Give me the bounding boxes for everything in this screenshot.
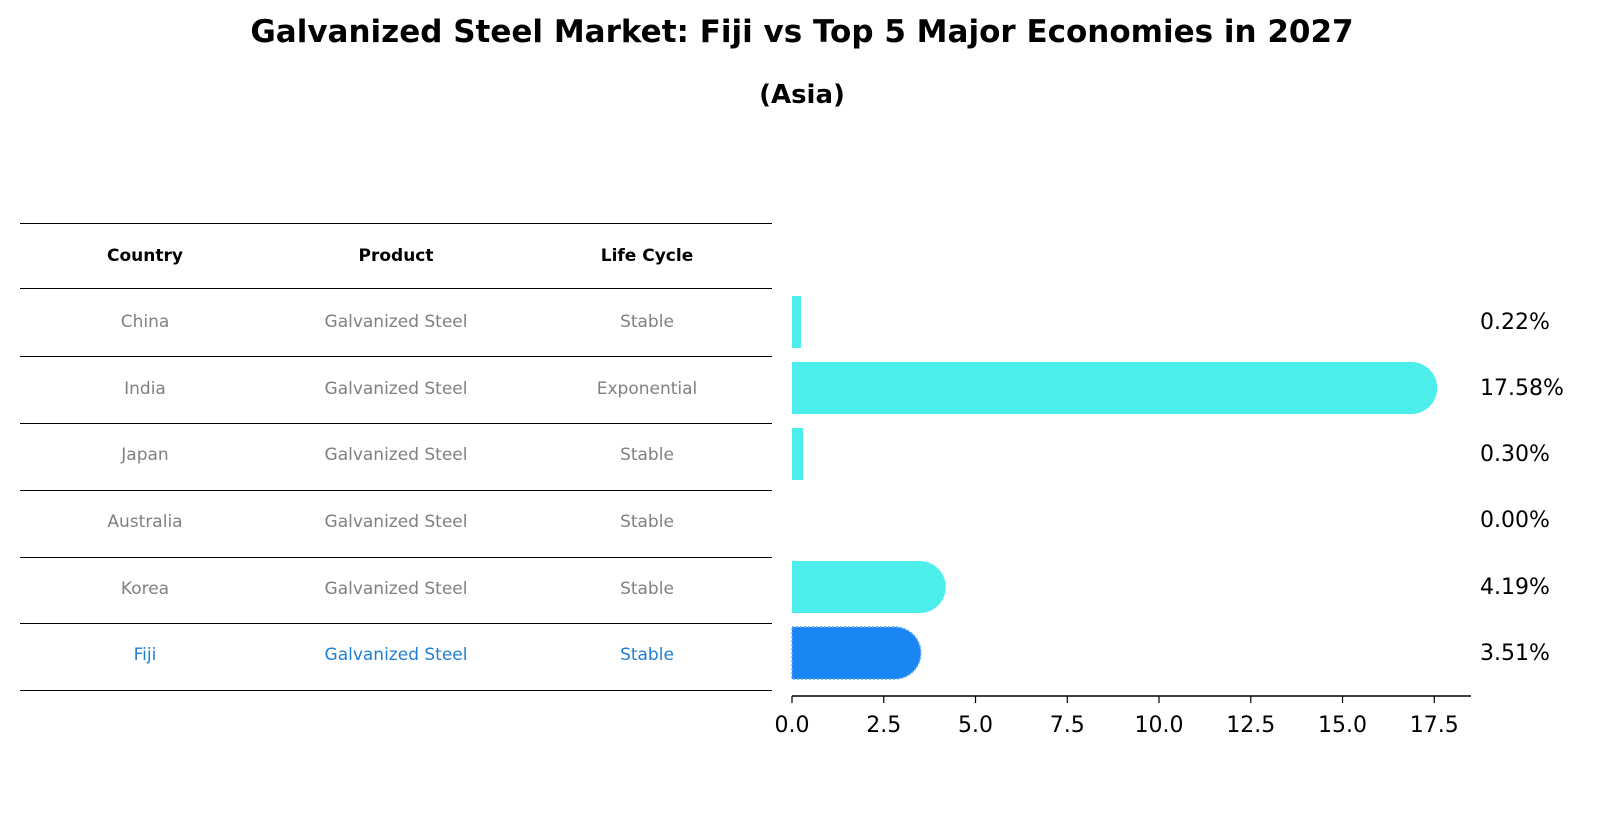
table-cell-country-highlight: Fiji	[133, 645, 157, 665]
table-cell-product: Galvanized Steel	[324, 512, 468, 532]
bar-korea	[792, 561, 946, 613]
x-tick-label: 5.0	[958, 713, 993, 738]
x-tick-label: 7.5	[1050, 713, 1085, 738]
bar-fiji	[791, 626, 922, 680]
table-cell-life-cycle: Stable	[620, 445, 674, 465]
table-header-product: Product	[358, 246, 434, 266]
x-tick-label: 2.5	[866, 713, 901, 738]
table-rule	[20, 690, 772, 691]
table-rule	[20, 423, 772, 424]
table-cell-country: Korea	[120, 579, 170, 599]
table-cell-country: Australia	[107, 512, 183, 532]
chart-title: Galvanized Steel Market: Fiji vs Top 5 M…	[250, 14, 1354, 50]
x-tick-label: 10.0	[1135, 713, 1184, 738]
bar-japan	[792, 428, 804, 480]
table-rule	[20, 223, 772, 224]
table-rule	[20, 356, 772, 357]
x-tick-label: 0.0	[775, 713, 810, 738]
value-label-china: 0.22%	[1480, 310, 1550, 335]
value-label-india: 17.58%	[1480, 376, 1564, 401]
x-tick-label: 12.5	[1226, 713, 1275, 738]
table-rule	[20, 557, 772, 558]
table-cell-product: Galvanized Steel	[324, 312, 468, 332]
table-cell-life-cycle: Stable	[620, 312, 674, 332]
table-cell-life-cycle: Stable	[620, 512, 674, 532]
table-rule	[20, 623, 772, 624]
value-label-australia: 0.00%	[1480, 508, 1550, 533]
table-cell-product: Galvanized Steel	[324, 579, 468, 599]
table-cell-life-cycle-highlight: Stable	[620, 645, 674, 665]
table-header-life-cycle: Life Cycle	[600, 246, 694, 266]
table-rule	[20, 490, 772, 491]
table-header-country: Country	[107, 246, 183, 266]
bar-india	[792, 362, 1438, 414]
value-label-korea: 4.19%	[1480, 575, 1550, 600]
table-cell-life-cycle: Exponential	[596, 379, 698, 399]
bar-china	[792, 296, 801, 348]
table-cell-country: Japan	[121, 445, 169, 465]
table-cell-product: Galvanized Steel	[324, 379, 468, 399]
table-rule	[20, 288, 772, 289]
table-cell-country: India	[124, 379, 166, 399]
table-cell-life-cycle: Stable	[620, 579, 674, 599]
value-label-fiji: 3.51%	[1480, 641, 1550, 666]
table-cell-product: Galvanized Steel	[324, 445, 468, 465]
table-cell-country: China	[120, 312, 170, 332]
value-label-japan: 0.30%	[1480, 442, 1550, 467]
table-cell-product-highlight: Galvanized Steel	[324, 645, 468, 665]
chart-subtitle: (Asia)	[759, 80, 845, 110]
x-tick-label: 17.5	[1410, 713, 1459, 738]
x-tick-label: 15.0	[1318, 713, 1367, 738]
